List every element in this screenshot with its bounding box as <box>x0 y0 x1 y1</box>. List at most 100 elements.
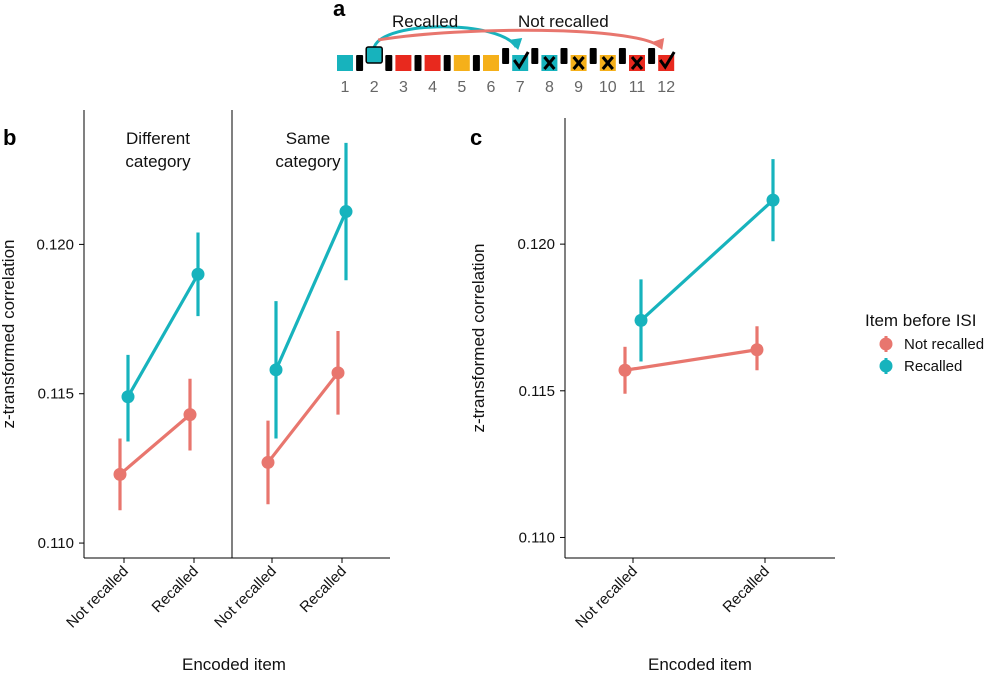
y-tick-label: 0.115 <box>519 383 555 400</box>
isi-separator <box>502 48 510 64</box>
sequence-number: 1 <box>341 79 350 96</box>
legend-item-not-recalled: Not recalled <box>879 336 984 353</box>
sequence-number: 2 <box>370 79 379 96</box>
sequence-number: 6 <box>487 79 496 96</box>
panel-c-letter: c <box>470 125 482 150</box>
isi-separator <box>414 55 422 71</box>
sequence-number: 5 <box>457 79 466 96</box>
data-point <box>183 408 197 422</box>
not-recalled-arrow-label: Not recalled <box>518 12 609 31</box>
sequence-item-square <box>365 46 383 64</box>
x-tick-label: Recalled <box>297 563 350 616</box>
sequence-item-11: 11 <box>629 55 646 96</box>
legend-label: Recalled <box>904 358 962 375</box>
sequence-item-6: 6 <box>483 55 499 96</box>
facet-title: Different <box>126 129 190 148</box>
sequence-number: 12 <box>657 79 675 96</box>
sequence-number: 7 <box>516 79 525 96</box>
sequence-number: 4 <box>428 79 437 96</box>
sequence-item-9: 9 <box>570 55 587 96</box>
sequence-item-square <box>453 55 470 71</box>
legend: Item before ISI Not recalled Recalled <box>865 311 984 375</box>
legend-title: Item before ISI <box>865 311 977 330</box>
panel-a-letter: a <box>333 0 346 21</box>
check-icon <box>658 51 676 70</box>
isi-separator <box>648 48 656 64</box>
data-point <box>261 455 275 469</box>
sequence-item-square <box>424 55 441 71</box>
isi-separator <box>472 55 480 71</box>
sequence-number: 11 <box>629 79 646 96</box>
sequence-number: 9 <box>574 79 583 96</box>
series-line-not-recalled <box>118 413 192 476</box>
data-point <box>331 366 345 380</box>
isi-separator <box>560 48 568 64</box>
not-recalled-arrowhead <box>652 38 665 50</box>
isi-separator <box>531 48 539 64</box>
cross-icon <box>543 56 556 70</box>
sequence-item-10: 10 <box>599 55 617 96</box>
cross-icon <box>572 56 585 70</box>
series-line-recalled <box>126 273 200 398</box>
data-point <box>269 363 283 377</box>
series-line-recalled <box>639 198 775 322</box>
y-tick-label: 0.110 <box>519 529 555 546</box>
data-point <box>634 313 648 327</box>
recalled-arrowhead <box>508 38 523 50</box>
recalled-arrow-label: Recalled <box>392 12 458 31</box>
isi-separator <box>589 48 597 64</box>
legend-swatch-point <box>879 337 893 351</box>
x-axis-title: Encoded item <box>648 655 752 673</box>
data-point <box>191 267 205 281</box>
x-tick-label: Not recalled <box>63 563 132 632</box>
data-point <box>121 390 135 404</box>
x-tick-label: Recalled <box>149 563 202 616</box>
sequence-item-7: 7 <box>512 51 530 96</box>
data-point <box>339 205 353 219</box>
x-tick-label: Not recalled <box>211 563 280 632</box>
sequence-item-2: 2 <box>365 46 383 96</box>
data-point <box>618 363 632 377</box>
isi-separator <box>385 55 393 71</box>
panel-b-letter: b <box>3 125 16 150</box>
sequence-item-square <box>483 55 499 71</box>
series-line-not-recalled <box>266 371 340 464</box>
y-tick-label: 0.120 <box>517 236 555 253</box>
legend-item-recalled: Recalled <box>879 358 962 375</box>
y-tick-label: 0.115 <box>38 386 74 403</box>
sequence-item-square <box>337 55 353 71</box>
y-tick-label: 0.120 <box>36 236 74 253</box>
sequence-item-5: 5 <box>453 55 470 96</box>
data-point <box>766 193 780 207</box>
y-tick-label: 0.110 <box>38 535 74 552</box>
sequence-item-square <box>395 55 412 71</box>
sequence-item-8: 8 <box>541 55 558 96</box>
sequence-item-4: 4 <box>424 55 441 96</box>
facet-title: Same <box>286 129 330 148</box>
isi-separator <box>356 55 364 71</box>
data-point <box>750 343 764 357</box>
series-line-recalled <box>274 210 348 371</box>
check-icon <box>512 51 530 70</box>
legend-swatch-point <box>879 359 893 373</box>
sequence-item-1: 1 <box>337 55 353 96</box>
sequence-number: 8 <box>545 79 554 96</box>
x-axis-title: Encoded item <box>182 655 286 673</box>
cross-icon <box>601 56 614 70</box>
not-recalled-arrow <box>377 28 662 49</box>
panel-c-chart: 0.110 0.115 0.120 z-transformed correlation… <box>469 118 835 673</box>
panel-a-sequence: Recalled Not recalled 1 2 3 4 5 6 7 8 9 10 11 12 <box>337 12 676 96</box>
series-line-not-recalled <box>624 348 758 372</box>
y-axis-title: z-transformed correlation <box>0 240 18 429</box>
sequence-number: 10 <box>599 79 617 96</box>
legend-label: Not recalled <box>904 336 984 353</box>
x-tick-label: Recalled <box>720 563 773 616</box>
isi-separator <box>618 48 626 64</box>
panel-b-chart: 0.110 0.115 0.120 z-transformed correlation… <box>0 110 390 673</box>
sequence-item-12: 12 <box>657 51 676 96</box>
facet-title: category <box>275 152 341 171</box>
sequence-number: 3 <box>399 79 408 96</box>
facet-title: category <box>125 152 191 171</box>
x-tick-label: Not recalled <box>572 563 641 632</box>
